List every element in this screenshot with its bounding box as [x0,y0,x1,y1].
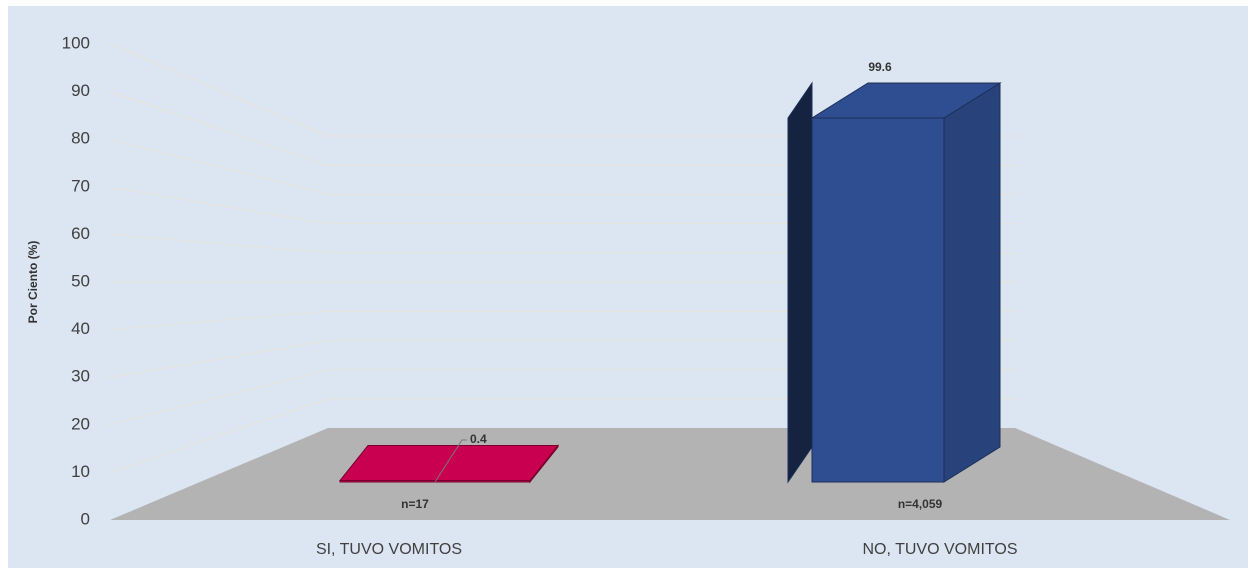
grid-line [109,91,329,166]
x-tick-label: SI, TUVO VOMITOS [316,541,462,558]
grid-line [109,369,329,426]
y-axis-label: Por Ciento (%) [26,241,40,324]
y-tick-label: 100 [62,33,90,52]
bar-top [338,445,560,482]
grid-line [109,186,329,225]
y-tick-label: 40 [71,319,90,338]
grid-line [109,310,329,331]
value-label: 99.6 [868,60,892,74]
y-tick-label: 20 [71,414,90,433]
grid-line [109,233,329,254]
value-label: 0.4 [470,432,487,446]
y-tick-label: 80 [71,129,90,148]
bar-right [943,82,1001,483]
leader-line [434,439,467,483]
annotation: n=17 [401,497,429,511]
y-tick-label: 50 [71,271,90,290]
bar [338,444,560,484]
grid-line [109,339,329,378]
grid-line [109,138,329,195]
bar-top [810,82,1002,119]
y-tick-label: 70 [71,176,90,195]
bar-front [811,117,945,483]
y-tick-label: 10 [71,462,90,481]
bar [787,81,1002,484]
x-tick-label: NO, TUVO VOMITOS [863,541,1018,558]
grid-line [109,43,329,137]
y-tick-label: 90 [71,81,90,100]
y-tick-label: 30 [71,367,90,386]
y-tick-label: 60 [71,224,90,243]
grid-line [109,398,329,473]
y-tick-label: 0 [81,509,90,528]
annotation: n=4,059 [898,497,943,511]
bar-side [787,81,813,484]
